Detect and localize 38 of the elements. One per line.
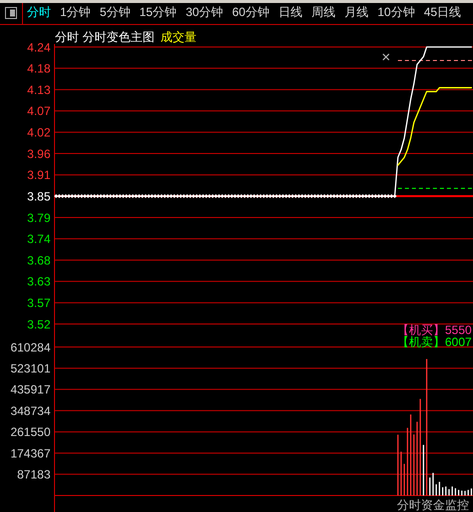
text: 10分钟 bbox=[377, 5, 415, 19]
text: 分时资金监控 bbox=[397, 498, 469, 512]
y-tick-label: 3.57 bbox=[27, 296, 51, 310]
line-series bbox=[397, 87, 472, 166]
y-tick-label: 4.07 bbox=[27, 104, 51, 118]
text: 15分钟 bbox=[139, 5, 177, 19]
annotation: 【机买】5550 bbox=[397, 323, 472, 337]
text: 45日线 bbox=[424, 5, 462, 19]
y-tick-label: 3.52 bbox=[27, 317, 51, 332]
y-tick-label: 174367 bbox=[10, 446, 51, 460]
y-tick-label: 3.96 bbox=[27, 146, 51, 161]
text: 5分钟 bbox=[100, 5, 130, 19]
chart-subtitle: 成交量 bbox=[160, 30, 196, 44]
y-tick-label: 3.85 bbox=[27, 189, 51, 204]
text: 1分钟 bbox=[60, 5, 91, 19]
y-tick-label: 610284 bbox=[10, 340, 51, 354]
chart-title: 分时 分时变色主图 bbox=[55, 30, 154, 44]
y-tick-label: 3.63 bbox=[27, 274, 51, 289]
y-tick-label: 4.02 bbox=[27, 126, 51, 140]
text: 60分钟 bbox=[232, 5, 270, 19]
text: 月线 bbox=[344, 5, 368, 19]
text: 分时 bbox=[27, 5, 51, 19]
y-tick-label: 3.74 bbox=[27, 232, 51, 246]
y-tick-label: 4.24 bbox=[27, 40, 51, 54]
text: 周线 bbox=[311, 5, 336, 19]
annotation: 【机卖】6007 bbox=[397, 335, 472, 349]
text: 日线 bbox=[278, 5, 302, 19]
y-tick-label: 435917 bbox=[10, 382, 51, 397]
y-tick-label: 348734 bbox=[10, 404, 51, 418]
y-tick-label: 3.91 bbox=[27, 168, 51, 182]
y-tick-label: 523101 bbox=[10, 362, 51, 376]
y-tick-label: 87183 bbox=[17, 468, 51, 482]
y-tick-label: 4.18 bbox=[27, 62, 51, 76]
y-tick-label: 3.68 bbox=[27, 253, 51, 268]
text: 30分钟 bbox=[186, 5, 224, 19]
y-tick-label: 4.13 bbox=[27, 82, 51, 97]
y-tick-label: 261550 bbox=[10, 425, 51, 440]
y-tick-label: 3.79 bbox=[27, 210, 51, 225]
